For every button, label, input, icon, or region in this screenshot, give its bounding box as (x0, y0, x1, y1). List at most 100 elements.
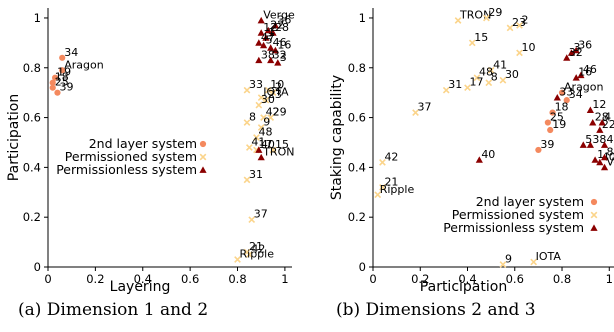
y-tick-label: 0.8 (23, 61, 41, 75)
point-3 (274, 59, 282, 66)
point-label-39: 39 (540, 138, 554, 151)
point-19 (52, 74, 59, 81)
point-ripple (374, 191, 382, 199)
y-tick-label: 0.4 (348, 160, 366, 174)
point-label-verge: Verge (263, 8, 295, 21)
point-label-28: 28 (595, 111, 609, 124)
point-36 (572, 46, 580, 54)
legend-label-2nd-layer-system: 2nd layer system (476, 194, 584, 209)
point-38 (255, 56, 263, 64)
point-label-18: 18 (55, 71, 69, 84)
point-41 (487, 66, 495, 74)
point-9 (257, 124, 265, 131)
point-verge (257, 16, 265, 24)
y-tick-label: 0.2 (23, 210, 41, 224)
legend-label-2nd-layer-system: 2nd layer system (89, 136, 197, 151)
point-label-37: 37 (418, 101, 432, 114)
point-label-9: 9 (505, 253, 512, 266)
point-31 (442, 86, 450, 94)
point-33 (243, 86, 251, 94)
point-8 (243, 119, 251, 126)
point-label-5: 5 (585, 133, 592, 146)
point-23 (262, 96, 270, 104)
point-15 (468, 39, 476, 47)
point-label-15: 15 (275, 138, 289, 151)
point-label-10: 10 (521, 41, 535, 54)
point-21 (379, 183, 386, 191)
point-23 (506, 24, 514, 32)
point-label-46: 46 (583, 63, 597, 76)
point-label-ripple: Ripple (380, 183, 415, 196)
point-33 (553, 94, 561, 101)
point-40 (596, 158, 604, 166)
legend-label-permissionless-system: Permissionless system (443, 220, 584, 235)
point-label-30: 30 (505, 68, 519, 81)
y-axis-label: Participation (6, 94, 22, 181)
point-48 (253, 134, 260, 141)
point-label-42: 42 (384, 150, 398, 163)
point-label-3: 3 (280, 51, 287, 64)
point-label-18: 18 (555, 101, 569, 114)
point-aragon (558, 89, 566, 96)
point-tron (454, 17, 462, 24)
caption-b: (b) Dimensions 2 and 3 (336, 300, 536, 320)
legend-label-permissioned-system: Permissioned system (452, 207, 584, 222)
point-label-aragon: Aragon (64, 58, 104, 71)
point-label-21: 21 (249, 240, 263, 253)
point-22 (264, 26, 272, 34)
point-34 (59, 54, 66, 61)
point-39 (535, 146, 542, 154)
point-29 (267, 114, 275, 121)
point-label-1: 1 (268, 26, 275, 39)
point-label-23: 23 (268, 88, 282, 101)
x-axis-label: Participation (420, 279, 507, 295)
point-label-38: 38 (592, 133, 606, 146)
point-label-29: 29 (273, 106, 287, 119)
point-36 (271, 21, 280, 29)
point-5 (579, 141, 587, 148)
point-label-46: 46 (273, 36, 287, 49)
point-label-tron: TRON (459, 8, 491, 21)
point-2 (269, 89, 277, 97)
point-label-48: 48 (258, 126, 272, 139)
point-label-4: 4 (604, 111, 611, 124)
point-label-iota: IOTA (536, 250, 562, 263)
point-12 (586, 106, 594, 113)
point-label-23: 23 (512, 16, 526, 29)
point-label-36: 36 (578, 38, 592, 51)
point-30 (499, 76, 507, 84)
point-46 (577, 71, 585, 79)
point-label-33: 33 (249, 78, 263, 91)
x-tick-label: 0 (44, 272, 51, 286)
point-label-iota: IOTA (263, 86, 289, 99)
legend-marker-permissioned-system (590, 211, 598, 219)
point-label-2: 2 (275, 81, 282, 94)
point-39 (54, 89, 61, 96)
point-label-ripple: Ripple (240, 248, 275, 261)
x-tick-label: 0.4 (134, 272, 152, 286)
point-label-5: 5 (266, 33, 273, 46)
y-tick-label: 0.8 (348, 61, 366, 75)
point-label-15: 15 (474, 31, 488, 44)
point-label-8: 8 (249, 111, 256, 124)
point-28 (589, 118, 597, 126)
chart-a-dimension-1-and-2: 0 0.2 0.4 0.6 0.8 100.20.40.60.81LayeringPart… (6, 8, 295, 295)
y-tick-label: 1 (359, 11, 366, 25)
point-iota (530, 258, 538, 266)
x-tick-label: 0.2 (411, 272, 429, 286)
point-label-8: 8 (607, 145, 614, 158)
point-16 (271, 46, 280, 54)
point-label-16: 16 (578, 66, 592, 79)
point-label-48: 48 (479, 66, 493, 79)
point-label-aragon: Aragon (564, 81, 604, 94)
point-label-25: 25 (55, 76, 69, 89)
y-tick-label: 1 (34, 11, 41, 25)
x-tick-label: 1 (606, 272, 613, 286)
point-37 (248, 216, 256, 224)
point-label-16: 16 (277, 38, 291, 51)
point-label-32: 32 (569, 46, 583, 59)
point-47 (255, 39, 263, 46)
